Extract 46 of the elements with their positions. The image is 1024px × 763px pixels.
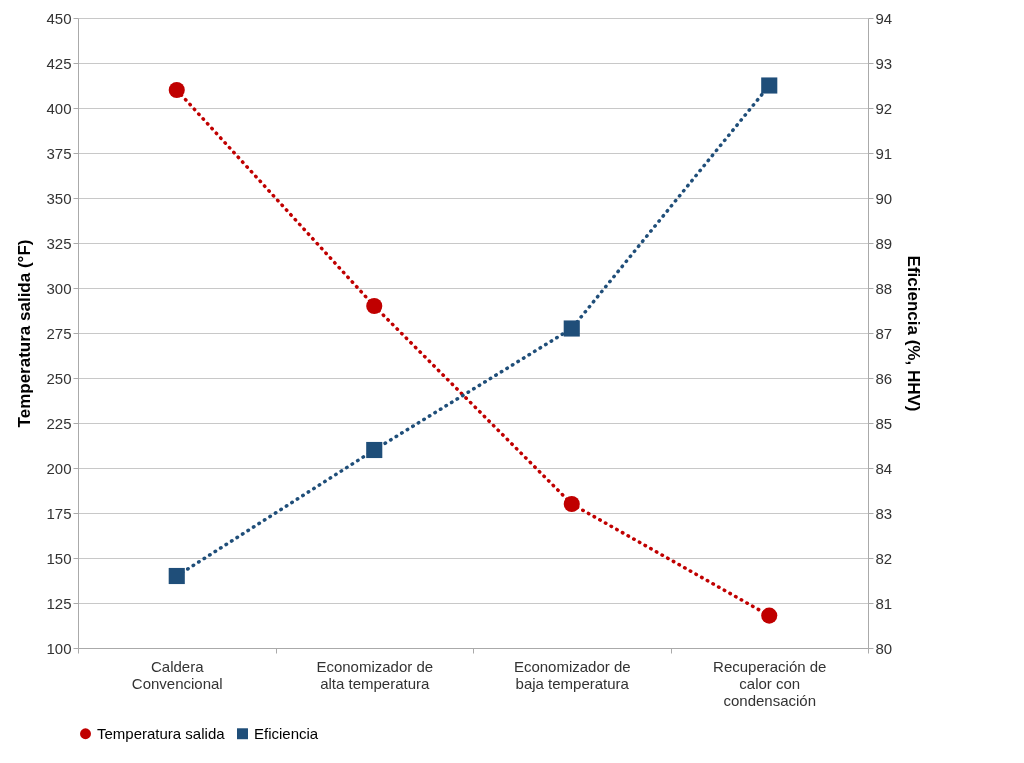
- y-tick-label: 325: [46, 234, 72, 252]
- point: [563, 495, 580, 513]
- point: [761, 77, 778, 94]
- y-tick-label: 275: [46, 324, 72, 342]
- y2-tick-label: 87: [875, 324, 893, 342]
- y2-tick-label: 82: [875, 549, 893, 567]
- y-tick-label: 350: [46, 189, 72, 207]
- y-tick-label: 375: [46, 144, 72, 162]
- y-tick-label: 175: [46, 504, 72, 522]
- y-tick-label: 125: [46, 594, 72, 612]
- y2-tick-label: 89: [875, 234, 893, 252]
- y2-axis-title: Eficiencia (%, HHV): [904, 255, 924, 412]
- y2-tick-label: 93: [875, 54, 893, 72]
- y2-tick-label: 86: [875, 369, 893, 387]
- y2-tick-label: 83: [875, 504, 893, 522]
- y2-tick-label: 81: [875, 594, 893, 612]
- legend-label: Temperatura salida: [97, 724, 226, 742]
- x-tick-label: Recuperación de calor con condensación: [713, 657, 827, 709]
- y2-tick-label: 91: [875, 144, 893, 162]
- point: [168, 81, 185, 99]
- point: [366, 441, 383, 459]
- y-tick-label: 200: [46, 459, 72, 477]
- y-tick-label: 425: [46, 54, 72, 72]
- point: [168, 567, 185, 585]
- x-tick-label: Economizador de alta temperatura: [316, 657, 434, 692]
- y2-tick-label: 90: [875, 189, 893, 207]
- y-tick-label: 100: [46, 639, 72, 657]
- x-tick-label: Economizador de baja temperatura: [513, 657, 631, 692]
- point: [563, 320, 580, 337]
- x-tick-label: Caldera Convencional: [131, 657, 223, 692]
- y2-tick-label: 92: [875, 99, 893, 117]
- y2-tick-label: 85: [875, 414, 893, 432]
- y-tick-label: 250: [46, 369, 72, 387]
- y-axis-title: Temperatura salida (°F): [15, 239, 35, 428]
- y-tick-label: 400: [46, 99, 72, 117]
- point: [366, 297, 383, 315]
- y2-tick-label: 94: [875, 9, 893, 27]
- y-tick-label: 150: [46, 549, 72, 567]
- y2-tick-label: 88: [875, 279, 893, 297]
- y2-tick-label: 84: [875, 459, 893, 477]
- point: [761, 607, 778, 624]
- y-tick-label: 300: [46, 279, 72, 297]
- y-tick-label: 225: [46, 414, 72, 432]
- y-tick-label: 450: [46, 9, 72, 27]
- y2-tick-label: 80: [875, 639, 893, 657]
- legend-label: Eficiencia: [254, 724, 319, 742]
